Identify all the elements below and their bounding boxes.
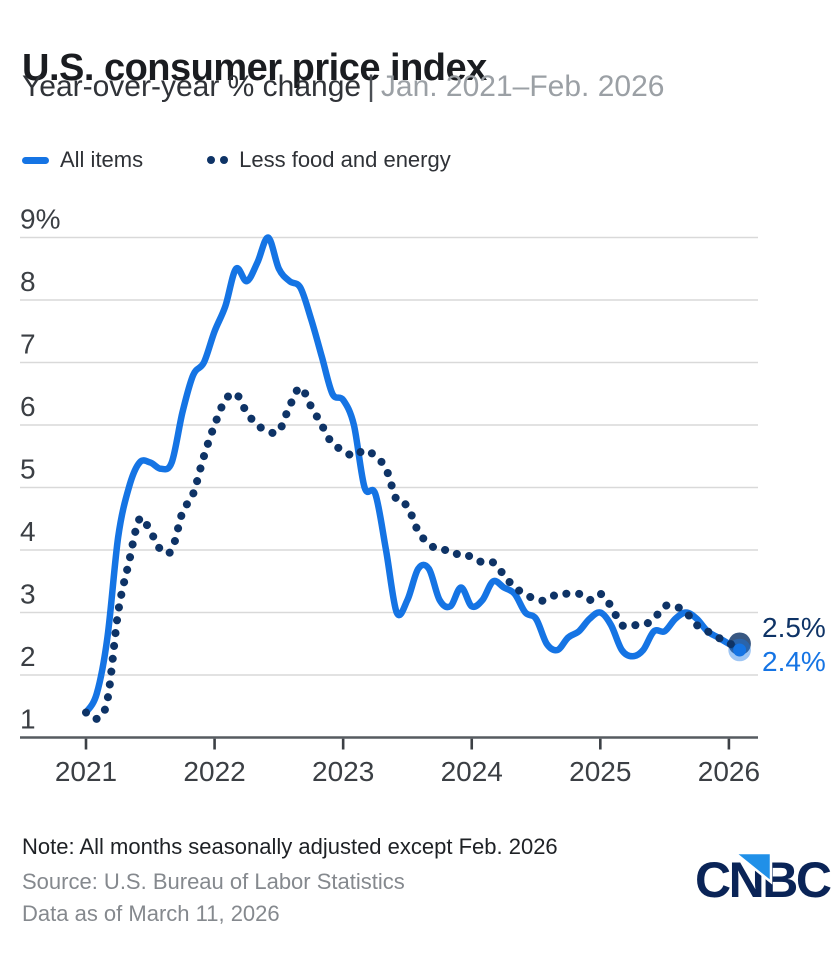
subtitle-measure: Year-over-year % change [22,70,362,103]
y-axis-labels: 9% 8 7 6 5 4 3 2 1 [20,204,60,735]
svg-text:2026: 2026 [698,756,760,787]
svg-text:2024: 2024 [441,756,503,787]
svg-text:2: 2 [20,641,36,672]
svg-text:9%: 9% [20,204,60,235]
x-axis: 2021 2022 2023 2024 2025 2026 [55,738,760,787]
chart-subtitle: Year-over-year % change | Jan. 2021–Feb. 2… [22,70,664,104]
page-title: U.S. consumer price index [22,47,487,90]
svg-text:2022: 2022 [183,756,245,787]
svg-text:6: 6 [20,391,36,422]
chart-legend: All items Less food and energy [22,147,451,173]
end-dot-all-items [733,643,747,657]
svg-text:1: 1 [20,704,36,735]
legend-label-all-items: All items [60,147,144,172]
subtitle-separator: | [367,70,375,103]
svg-text:2023: 2023 [312,756,374,787]
cpi-line-chart: 9% 8 7 6 5 4 3 2 1 2021 2022 2023 2024 2025 2026 2.5%… [20,204,826,787]
solid-line-swatch-icon [22,156,49,164]
cnbc-logo-triangle-icon [731,851,773,885]
svg-text:7: 7 [20,329,36,360]
footer-data-as-of: Data as of March 11, 2026 [22,901,280,926]
line-all-items [82,234,743,716]
legend-label-core: Less food and energy [239,147,451,172]
svg-text:3: 3 [20,579,36,610]
dotted-line-swatch-icon [207,156,229,164]
footer-note: Note: All months seasonally adjusted exc… [22,834,558,859]
svg-text:5: 5 [20,454,36,485]
svg-text:8: 8 [20,266,36,297]
line-core [82,383,744,724]
end-label-core: 2.5% [762,612,826,643]
svg-text:2021: 2021 [55,756,117,787]
legend-item-core: Less food and energy [207,147,451,173]
svg-text:4: 4 [20,516,36,547]
cnbc-logo: CNBC [695,851,833,908]
series-lines [82,234,751,724]
series-end-labels: 2.5%2.4% [762,612,826,677]
svg-text:2025: 2025 [569,756,631,787]
end-label-all-items: 2.4% [762,646,826,677]
footer-source: Source: U.S. Bureau of Labor Statistics [22,869,405,894]
legend-item-all-items: All items [22,147,143,173]
subtitle-date-range: Jan. 2021–Feb. 2026 [380,70,665,103]
